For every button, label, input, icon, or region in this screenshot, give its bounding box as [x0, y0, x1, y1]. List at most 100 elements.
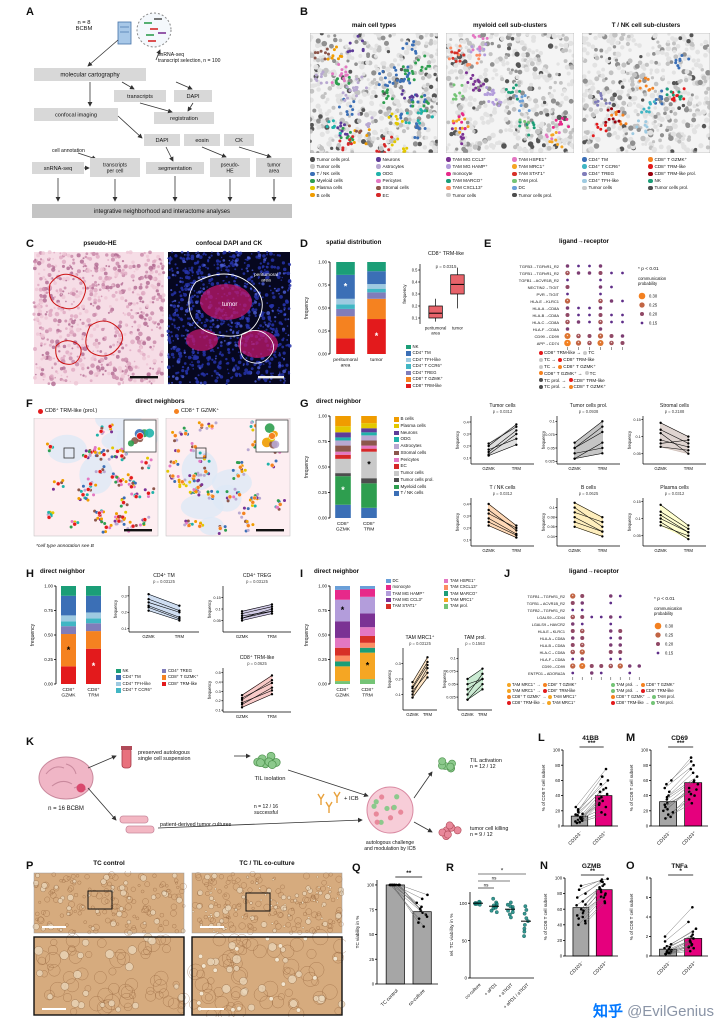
image-title-coculture: TC / TIL co-culture [239, 860, 295, 867]
svg-text:0.2: 0.2 [464, 444, 469, 448]
panel-d: D spatial distribution 0.00 0.25 0.50 0.75 1… [300, 238, 480, 396]
svg-text:DAPI: DAPI [186, 94, 200, 100]
svg-text:0.2: 0.2 [464, 526, 469, 530]
legend-item: CD8⁺ T GZMK⁺ [648, 156, 710, 163]
svg-text:0.75: 0.75 [44, 608, 53, 613]
svg-text:TGFB3→TGFbR1_R2: TGFB3→TGFbR1_R2 [519, 264, 559, 269]
svg-text:TRM: TRM [598, 548, 608, 553]
panel-l-label: L [538, 732, 545, 744]
svg-text:CD99→CD99: CD99→CD99 [542, 665, 565, 669]
svg-text:CD8⁺: CD8⁺ [361, 687, 374, 693]
svg-text:p = 0.0938: p = 0.0938 [579, 409, 599, 414]
svg-text:0.1: 0.1 [216, 607, 221, 611]
legend-item: Myeloid cells [310, 177, 372, 184]
svg-text:CD8⁺: CD8⁺ [87, 687, 100, 693]
svg-text:0.25: 0.25 [318, 490, 327, 495]
svg-text:GZMK: GZMK [654, 466, 667, 471]
image-title-pseudo-he: pseudo-HE [83, 240, 117, 247]
svg-text:* p < 0.01: * p < 0.01 [638, 266, 659, 272]
svg-text:0.15: 0.15 [649, 321, 658, 326]
paired-plot-cd8-trm: CD8⁺ TRM-like p = 0.0625 0.1 0.2 0.3 0.4 0.5 GZ… [206, 652, 296, 730]
legend-item: B cells [310, 192, 372, 199]
svg-text:*: * [67, 645, 71, 655]
svg-text:CD8⁺ TRM-like: CD8⁺ TRM-like [240, 655, 275, 661]
svg-text:0.1: 0.1 [550, 420, 555, 424]
neighbor-maps [33, 418, 291, 537]
svg-text:p = 0.0312: p = 0.0312 [493, 491, 513, 496]
svg-text:0.75: 0.75 [318, 439, 327, 444]
svg-text:0.05: 0.05 [213, 619, 220, 623]
legend-item: Astrocytes [394, 443, 456, 450]
svg-text:snRNA-seq: snRNA-seq [44, 166, 73, 172]
neighbor-stacked-chart: 0.000.250.500.751.00frequency*CD8⁺GZMK*C… [30, 584, 101, 699]
svg-text:CD4⁺ TM: CD4⁺ TM [153, 573, 175, 579]
chart-title: direct neighbor [316, 398, 362, 405]
panel-h-label: H [26, 568, 34, 580]
svg-text:*: * [600, 341, 602, 346]
legend-item: Tumor cells [394, 470, 456, 477]
svg-text:0.1: 0.1 [464, 538, 469, 542]
svg-text:probability: probability [638, 281, 658, 286]
svg-text:TAM MRC1⁺: TAM MRC1⁺ [406, 635, 435, 641]
panel-l: L 41BB 0 20 40 60 80 100% of CD8 T cell subset… [538, 732, 624, 856]
panel-k-label: K [26, 736, 34, 748]
paired-plot: Tumor cells prol.p = 0.0938 0.025 0.05 0.07… [541, 403, 620, 471]
panel-i-label: I [300, 568, 304, 580]
legend-item: CD8⁺ TRM-like [648, 163, 710, 170]
svg-text:GZMK: GZMK [568, 548, 581, 553]
interaction-label: CD8⁺ TRM-like → TAM prol. [610, 700, 712, 706]
legend-item: Astrocytes [376, 163, 438, 170]
svg-text:*: * [344, 281, 348, 291]
svg-text:p = 0.03125: p = 0.03125 [246, 579, 268, 584]
svg-text:0.1: 0.1 [122, 627, 127, 631]
neighbor-stacked-chart: 0.000.250.500.751.00frequency*CD8⁺GZMK*C… [304, 584, 375, 699]
svg-text:0.30: 0.30 [649, 294, 658, 299]
svg-text:0.3: 0.3 [464, 514, 469, 518]
svg-text:0.4: 0.4 [464, 502, 469, 506]
svg-text:transcripts: transcripts [127, 94, 153, 100]
svg-text:*: * [600, 334, 602, 339]
mini-paired-plot: Plasma cells p = 0.0312 0.05 0.1 0.15 GZMK TRM… [626, 482, 712, 564]
legend: Tumor cells prol. Tumor cells T / NK cells… [310, 156, 438, 199]
svg-text:communication: communication [654, 606, 683, 611]
svg-text:0.025: 0.025 [545, 460, 555, 464]
svg-text:0.4: 0.4 [216, 680, 221, 684]
svg-text:0.3: 0.3 [122, 594, 127, 598]
svg-text:0.00: 0.00 [318, 682, 327, 687]
svg-text:transcripts: transcripts [103, 163, 127, 169]
svg-text:0.025: 0.025 [446, 695, 456, 699]
svg-text:peritumoral: peritumoral [254, 272, 278, 278]
svg-text:TRM: TRM [684, 466, 694, 471]
svg-text:CD8⁺: CD8⁺ [62, 687, 75, 693]
legend-item: Pericytes [376, 177, 438, 184]
interaction-label: TAM prol. → CD8⁺ T GZMK⁺ [610, 682, 712, 688]
svg-text:frequency: frequency [304, 455, 310, 478]
svg-text:TAM prol.: TAM prol. [464, 635, 486, 641]
svg-text:*: * [375, 331, 379, 341]
panel-c: C pseudo-HE confocal DAPI and CK tumor pe… [26, 238, 294, 394]
svg-text:0.08: 0.08 [547, 516, 554, 520]
ligand-receptor-dotplot: TGFB1→TGFbR1_R2 TGFB1→ACVR1B_R2 TGFB2→TGFb… [527, 593, 683, 680]
svg-text:tumor: tumor [267, 163, 281, 169]
svg-text:HLA-C→CD8A: HLA-C→CD8A [532, 320, 559, 325]
legend-item: EC [394, 463, 456, 470]
legend-item: Tumor cells [310, 163, 372, 170]
svg-text:cell annotation: cell annotation [52, 148, 85, 154]
svg-text:integrative neighborhood and i: integrative neighborhood and interactome… [94, 209, 230, 215]
svg-text:HLA-F→CD8A: HLA-F→CD8A [540, 658, 565, 662]
legend: NK CD4⁺ TM CD4⁺ TFH-like CD4⁺ T CCR6⁺ CD4⁺ T… [406, 344, 478, 389]
legend-item: Tumor cells prol. [512, 192, 574, 199]
svg-text:p = 0.0312: p = 0.0312 [665, 491, 685, 496]
panel-m-label: M [626, 732, 636, 744]
legend-item: Tumor cells [446, 192, 508, 199]
legend-item: TAM MG HAMP⁺ [446, 163, 508, 170]
svg-text:*: * [589, 341, 591, 346]
svg-text:0.1: 0.1 [451, 657, 456, 661]
svg-text:TRM: TRM [364, 527, 375, 533]
spatial-plot-t-nk: T / NK cell sub-clusters CD4⁺ TM CD4⁺ T C… [582, 22, 710, 192]
spatial-map [582, 33, 710, 153]
svg-text:0.20: 0.20 [649, 312, 658, 317]
